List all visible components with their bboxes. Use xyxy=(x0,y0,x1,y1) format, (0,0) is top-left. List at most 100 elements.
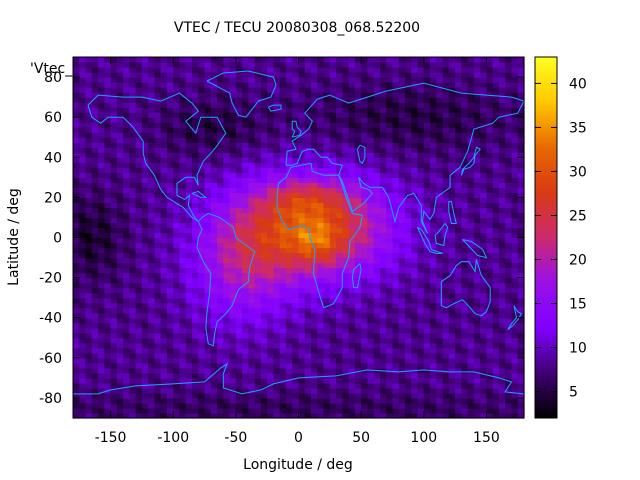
heatmap-cell xyxy=(467,407,475,414)
heatmap-cell xyxy=(298,387,306,394)
heatmap-cell xyxy=(467,317,475,324)
heatmap-cell xyxy=(492,197,500,203)
heatmap-cell xyxy=(254,207,262,214)
heatmap-cell xyxy=(79,217,87,224)
heatmap-cell xyxy=(404,322,412,329)
heatmap-cell xyxy=(367,302,375,309)
heatmap-cell xyxy=(329,97,337,103)
heatmap-cell xyxy=(367,362,375,369)
heatmap-cell xyxy=(473,137,481,143)
heatmap-cell xyxy=(148,152,156,158)
heatmap-cell xyxy=(91,82,99,88)
heatmap-cell xyxy=(210,322,218,329)
heatmap-cell xyxy=(160,147,168,153)
heatmap-cell xyxy=(348,397,356,404)
heatmap-cell xyxy=(229,312,237,319)
heatmap-cell xyxy=(79,162,87,168)
heatmap-cell xyxy=(292,112,300,118)
heatmap-cell xyxy=(223,92,231,98)
heatmap-cell xyxy=(354,312,362,319)
heatmap-cell xyxy=(223,227,231,234)
heatmap-cell xyxy=(492,142,500,148)
heatmap-cell xyxy=(85,112,93,118)
heatmap-cell xyxy=(185,252,193,259)
heatmap-cell xyxy=(386,287,394,294)
heatmap-cell xyxy=(173,197,181,203)
heatmap-cell xyxy=(473,412,481,419)
heatmap-cell xyxy=(398,112,406,118)
heatmap-cell xyxy=(354,287,362,294)
heatmap-cell xyxy=(367,137,375,143)
heatmap-cell xyxy=(141,397,149,404)
heatmap-cell xyxy=(85,202,93,209)
heatmap-cell xyxy=(442,72,450,78)
heatmap-cell xyxy=(473,392,481,399)
heatmap-cell xyxy=(323,282,331,289)
heatmap-cell xyxy=(373,357,381,364)
heatmap-cell xyxy=(317,332,325,339)
heatmap-cell xyxy=(498,307,506,314)
heatmap-cell xyxy=(492,82,500,88)
heatmap-cell xyxy=(411,382,419,389)
heatmap-cell xyxy=(298,137,306,143)
heatmap-cell xyxy=(173,62,181,68)
heatmap-cell xyxy=(417,272,425,279)
heatmap-cell xyxy=(461,402,469,409)
heatmap-cell xyxy=(260,312,268,319)
heatmap-cell xyxy=(223,217,231,224)
heatmap-cell xyxy=(242,122,249,128)
heatmap-cell xyxy=(498,57,506,63)
heatmap-cell xyxy=(455,252,462,259)
heatmap-cell xyxy=(455,62,462,68)
heatmap-cell xyxy=(342,232,350,239)
heatmap-cell xyxy=(411,147,419,153)
heatmap-cell xyxy=(173,237,181,244)
heatmap-cell xyxy=(242,237,249,244)
heatmap-cell xyxy=(254,72,262,78)
heatmap-cell xyxy=(192,207,199,214)
heatmap-cell xyxy=(179,122,187,128)
heatmap-cell xyxy=(273,252,281,259)
heatmap-cell xyxy=(254,62,262,68)
heatmap-cell xyxy=(185,257,193,264)
heatmap-cell xyxy=(329,262,337,269)
heatmap-cell xyxy=(317,367,325,374)
heatmap-cell xyxy=(204,222,212,229)
heatmap-cell xyxy=(417,402,425,409)
heatmap-cell xyxy=(279,307,287,314)
heatmap-cell xyxy=(398,67,406,73)
heatmap-cell xyxy=(267,412,275,419)
heatmap-cell xyxy=(317,77,325,83)
heatmap-cell xyxy=(254,302,262,309)
heatmap-cell xyxy=(148,102,156,108)
heatmap-cell xyxy=(129,227,137,234)
heatmap-cell xyxy=(198,257,206,264)
heatmap-cell xyxy=(248,172,256,178)
heatmap-cell xyxy=(223,347,231,354)
heatmap-cell xyxy=(448,67,456,73)
heatmap-cell xyxy=(455,297,462,304)
heatmap-cell xyxy=(285,232,293,239)
heatmap-cell xyxy=(273,137,281,143)
heatmap-cell xyxy=(116,262,124,269)
heatmap-cell xyxy=(379,392,387,399)
heatmap-cell xyxy=(348,407,356,414)
heatmap-cell xyxy=(179,362,187,369)
heatmap-cell xyxy=(73,207,80,214)
heatmap-cell xyxy=(373,187,381,193)
heatmap-cell xyxy=(273,127,281,133)
heatmap-cell xyxy=(298,312,306,319)
heatmap-cell xyxy=(486,277,494,284)
heatmap-cell xyxy=(135,187,143,193)
heatmap-cell xyxy=(166,232,174,239)
heatmap-cell xyxy=(361,62,368,68)
heatmap-cell xyxy=(192,327,199,334)
heatmap-cell xyxy=(430,157,437,163)
heatmap-cell xyxy=(455,57,462,63)
heatmap-cell xyxy=(329,207,337,214)
heatmap-cell xyxy=(185,177,193,183)
heatmap-cell xyxy=(342,287,350,294)
heatmap-cell xyxy=(317,142,325,148)
heatmap-cell xyxy=(285,87,293,93)
heatmap-cell xyxy=(235,82,243,88)
